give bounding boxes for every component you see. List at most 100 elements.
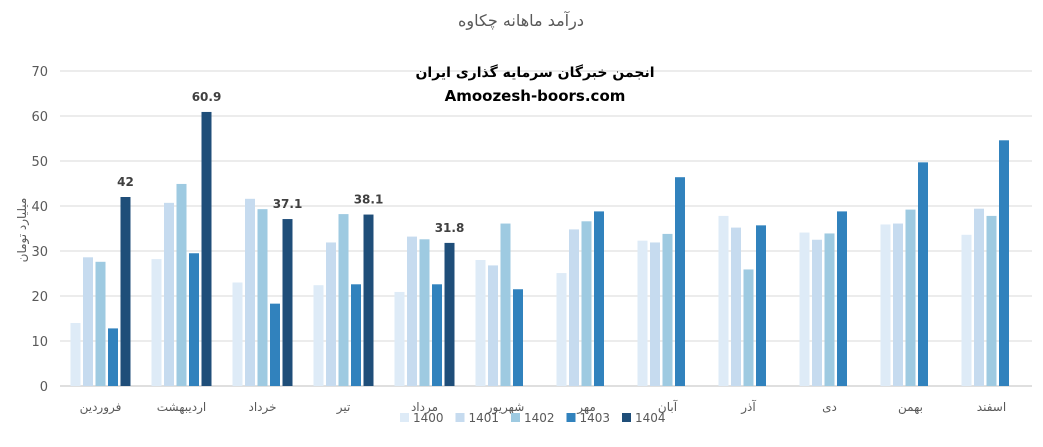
- bar: [650, 242, 660, 386]
- bar: [488, 265, 498, 386]
- bar: [743, 269, 754, 386]
- watermark-site: Amoozesh-boors.com: [445, 87, 626, 105]
- bar: [569, 229, 579, 386]
- y-tick-label: 50: [31, 155, 48, 170]
- bar: [257, 209, 268, 386]
- bar: [893, 223, 903, 386]
- bar: [351, 284, 361, 386]
- bar: [731, 227, 741, 386]
- bar: [270, 303, 280, 386]
- bar: [905, 209, 916, 386]
- x-category-label: خرداد: [248, 400, 276, 415]
- bar: [837, 211, 847, 386]
- y-tick-label: 70: [31, 65, 48, 80]
- bar: [594, 211, 604, 386]
- bar: [394, 291, 405, 386]
- bar: [475, 260, 486, 386]
- bars: [70, 111, 1009, 386]
- legend-swatch: [566, 413, 576, 422]
- data-label: 31.8: [435, 221, 465, 235]
- bar: [974, 208, 984, 386]
- data-label: 37.1: [273, 197, 303, 211]
- bar: [581, 221, 592, 386]
- bar: [95, 261, 106, 386]
- data-label: 38.1: [354, 193, 384, 207]
- bar: [363, 214, 374, 386]
- bar: [201, 111, 212, 386]
- x-category-label: آذر: [740, 399, 756, 415]
- bar: [824, 233, 835, 386]
- bar: [313, 285, 324, 386]
- x-category-label: بهمن: [898, 400, 923, 415]
- bar: [961, 234, 972, 386]
- bar: [812, 239, 822, 386]
- x-category-label: مهر: [576, 400, 596, 415]
- bar: [556, 273, 567, 386]
- chart-title: درآمد ماهانه چکاوه: [458, 11, 584, 31]
- x-category-label: آبان: [658, 399, 678, 414]
- bar: [419, 239, 430, 386]
- watermark-persian: انجمن خبرگان سرمایه گذاری ایران: [415, 64, 654, 81]
- bar: [675, 177, 685, 386]
- bar: [444, 242, 455, 386]
- x-category-label: دی: [822, 400, 837, 414]
- y-tick-label: 60: [31, 110, 48, 125]
- legend-swatch: [511, 413, 520, 422]
- bar: [245, 198, 255, 386]
- bar: [756, 225, 766, 386]
- legend-label: 1403: [580, 411, 611, 425]
- bar: [407, 236, 417, 386]
- x-category-label: اردیبهشت: [157, 400, 206, 415]
- bar: [232, 282, 243, 386]
- data-label: 42: [117, 175, 134, 189]
- legend-label: 1401: [469, 411, 500, 425]
- bar: [176, 183, 187, 386]
- bar: [151, 259, 162, 386]
- legend: 1400 1401 1402 1403 1404: [400, 411, 666, 425]
- bar: [880, 224, 891, 386]
- bar: [500, 223, 511, 386]
- x-category-label: شهریور: [486, 400, 525, 415]
- data-labels: 42 60.9 37.1 38.1 31.8: [117, 90, 464, 235]
- x-axis-categories: فروردین اردیبهشت خرداد تیر مرداد شهریور مهر آبا…: [80, 399, 1007, 415]
- x-category-label: فروردین: [80, 400, 122, 415]
- bar: [999, 140, 1009, 386]
- y-tick-label: 10: [31, 335, 48, 350]
- legend-swatch: [455, 413, 465, 422]
- bar: [164, 202, 174, 386]
- bar: [432, 284, 442, 386]
- legend-swatch: [400, 413, 409, 422]
- bar: [108, 328, 118, 386]
- bar: [120, 197, 131, 386]
- y-axis-label: میلیارد تومان: [15, 198, 30, 263]
- bar: [70, 323, 81, 386]
- bar: [189, 253, 199, 386]
- legend-swatch: [622, 413, 631, 422]
- bar: [718, 215, 729, 386]
- legend-label: 1404: [635, 411, 666, 425]
- gridlines: [60, 70, 1032, 387]
- y-tick-label: 20: [31, 290, 48, 305]
- x-category-label: مرداد: [411, 400, 438, 415]
- x-category-label: اسفند: [977, 400, 1006, 414]
- bar: [986, 215, 997, 386]
- y-tick-label: 40: [31, 200, 48, 215]
- bar: [83, 257, 93, 386]
- bar: [338, 214, 349, 386]
- data-label: 60.9: [192, 90, 222, 104]
- x-category-label: تیر: [336, 400, 351, 415]
- bar: [326, 242, 336, 386]
- bar: [799, 232, 810, 386]
- bar: [282, 219, 293, 386]
- bar: [513, 289, 523, 386]
- bar: [918, 162, 928, 386]
- y-tick-label: 30: [31, 245, 48, 260]
- y-tick-label: 0: [40, 380, 48, 395]
- y-axis-ticks: 0 10 20 30 40 50 60 70: [31, 65, 48, 395]
- legend-label: 1402: [524, 411, 555, 425]
- bar: [637, 240, 648, 386]
- legend-label: 1400: [413, 411, 444, 425]
- bar: [662, 233, 673, 386]
